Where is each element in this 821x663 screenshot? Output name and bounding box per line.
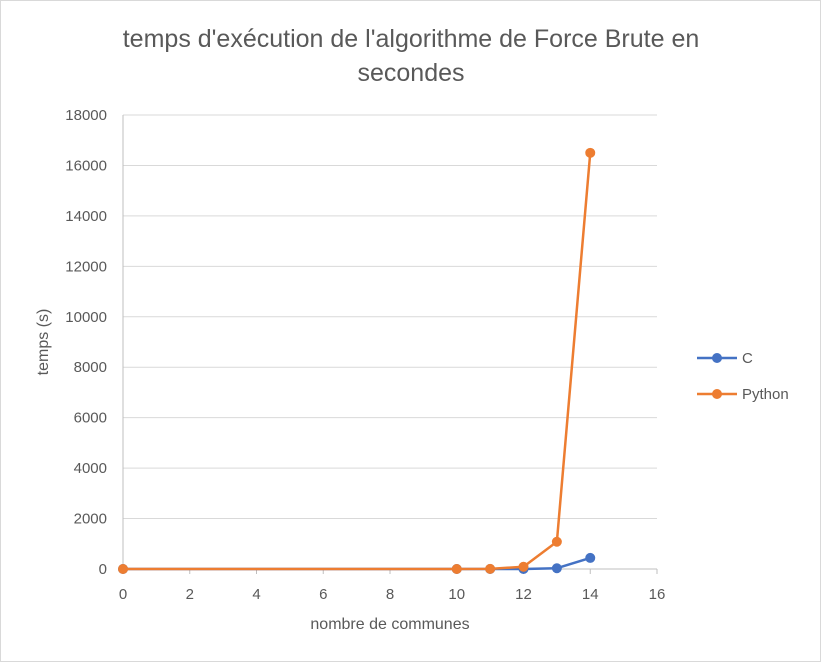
y-tick-labels: 0 2000 4000 6000 8000 10000 12000 14000 16000 180… (65, 107, 107, 578)
x-tick-labels: 0 2 4 6 8 10 12 14 16 (119, 569, 666, 603)
y-tick-label: 10000 (65, 309, 107, 326)
y-tick-label: 2000 (74, 511, 107, 528)
series-layer (118, 147, 596, 574)
x-axis-label: nombre de communes (310, 616, 469, 633)
data-point-python (518, 561, 529, 572)
x-tick-label: 2 (186, 586, 194, 603)
x-tick-label: 6 (319, 586, 327, 603)
y-tick-label: 16000 (65, 157, 107, 174)
x-tick-label: 14 (582, 586, 599, 603)
y-tick-label: 4000 (74, 460, 107, 477)
data-point-python (551, 536, 562, 547)
gridlines (123, 114, 657, 520)
y-tick-label: 18000 (65, 107, 107, 124)
x-tick-label: 4 (252, 586, 260, 603)
legend: C Python (697, 350, 789, 403)
y-axis-label: temps (s) (35, 309, 52, 376)
data-point-python (118, 564, 128, 574)
y-tick-label: 14000 (65, 208, 107, 225)
legend-marker-python (712, 389, 722, 399)
x-tick-label: 10 (448, 586, 465, 603)
data-point-python (585, 147, 596, 158)
y-tick-label: 12000 (65, 258, 107, 275)
x-tick-label: 8 (386, 586, 394, 603)
series-line-python (123, 152, 592, 571)
data-point-python (451, 564, 462, 574)
x-tick-label: 0 (119, 586, 127, 603)
chart-title-line-1: temps d'exécution de l'algorithme de For… (123, 25, 700, 53)
legend-marker-c (712, 353, 722, 363)
y-tick-label: 8000 (74, 359, 107, 376)
chart-title-line-2: secondes (357, 59, 464, 87)
data-point-python (485, 563, 496, 574)
data-point-c (551, 563, 562, 574)
x-tick-label: 16 (649, 586, 666, 603)
x-tick-label: 12 (515, 586, 532, 603)
legend-label-python: Python (742, 386, 789, 403)
y-tick-label: 0 (99, 561, 107, 578)
data-point-c (585, 552, 596, 563)
y-tick-label: 6000 (74, 410, 107, 427)
legend-label-c: C (742, 350, 753, 367)
